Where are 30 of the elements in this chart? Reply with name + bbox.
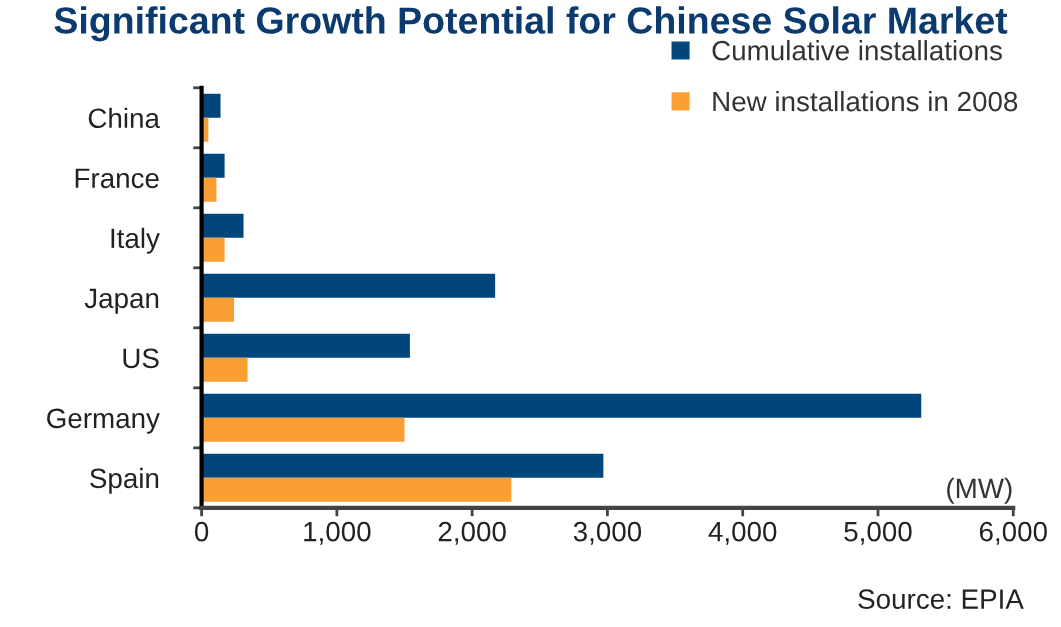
y-tick-label: US [123,348,159,369]
y-tick-label: Italy [111,227,160,254]
x-tick-label: 6,000 [979,521,1047,545]
bar [201,153,225,178]
y-tick-label: France [75,168,159,189]
y-tick-label: Germany [47,408,160,434]
bar [201,477,512,502]
bar [201,213,244,238]
annotation: (MW) [947,477,1012,504]
bar [201,273,496,298]
x-tick-label: 3,000 [573,521,642,545]
x-tick-label: 5,000 [844,521,912,545]
bar [201,333,410,358]
source-note: Source: EPIA [858,589,1024,609]
x-tick-label: 2,000 [438,521,506,545]
y-tick-label: Japan [84,288,159,314]
x-tick-label: 0 [194,521,209,542]
bar [201,393,922,418]
bar [201,297,235,322]
bar [201,417,405,442]
bar [201,93,221,118]
y-tick-label: Spain [90,467,159,494]
x-tick-label: 4,000 [708,521,777,545]
legend-label: Cumulative installations [712,40,1002,61]
legend-label: New installations in 2008 [713,90,1018,112]
x-tick-label: 1,000 [304,521,371,545]
bar [201,453,604,478]
bar [201,357,248,382]
y-tick-label: China [88,107,160,129]
bar [201,237,225,262]
